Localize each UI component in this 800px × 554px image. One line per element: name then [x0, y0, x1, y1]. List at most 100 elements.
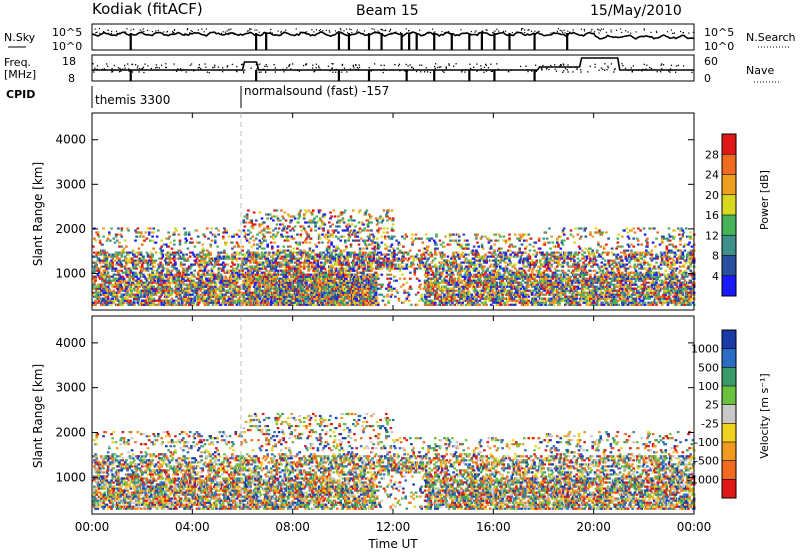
nsearch-point — [475, 30, 477, 32]
range-gate-cell — [175, 267, 178, 270]
range-gate-cell — [342, 255, 346, 258]
range-gate-cell — [118, 277, 121, 280]
range-gate-cell — [380, 235, 384, 238]
range-gate-cell — [174, 227, 177, 230]
range-gate-cell — [139, 271, 143, 274]
range-gate-cell — [299, 285, 303, 288]
nave-point — [485, 69, 487, 72]
nave-point — [659, 71, 662, 73]
nsearch-point — [434, 31, 436, 33]
range-gate-cell — [198, 293, 201, 296]
range-gate-cell — [114, 235, 118, 238]
range-gate-cell — [206, 289, 209, 292]
nave-point — [525, 65, 527, 67]
nsearch-point — [605, 31, 608, 33]
range-gate-cell — [301, 253, 305, 256]
range-gate-cell — [346, 257, 349, 260]
range-gate-cell — [364, 257, 368, 260]
nave-point — [368, 67, 370, 69]
range-gate-cell — [179, 281, 183, 284]
range-gate-cell — [177, 289, 181, 292]
nsky-drop — [408, 33, 411, 50]
range-gate-cell — [147, 285, 151, 288]
range-gate-cell — [282, 249, 285, 252]
freq-unit: [MHz] — [4, 68, 36, 81]
range-gate-cell — [192, 279, 195, 282]
range-gate-cell — [128, 279, 132, 282]
range-gate-cell — [321, 293, 324, 296]
nave-point — [656, 71, 658, 73]
range-gate-cell — [227, 295, 231, 298]
range-gate-cell — [188, 301, 192, 304]
range-gate-cell — [139, 251, 143, 254]
range-gate-cell — [284, 303, 288, 306]
range-gate-cell — [112, 237, 116, 240]
range-gate-cell — [196, 271, 200, 274]
nsearch-point — [116, 32, 118, 34]
nsearch-point — [635, 31, 637, 33]
range-gate-cell — [100, 271, 103, 274]
range-gate-cell — [367, 297, 371, 300]
range-gate-cell — [158, 301, 161, 304]
range-gate-cell — [317, 235, 321, 238]
nsearch-point — [328, 30, 330, 32]
range-gate-cell — [212, 265, 216, 268]
range-gate-cell — [371, 261, 374, 264]
range-gate-cell — [100, 297, 103, 300]
nsearch-point — [433, 32, 435, 34]
range-gate-cell — [247, 229, 250, 232]
range-gate-cell — [344, 239, 347, 242]
range-gate-cell — [356, 231, 360, 234]
range-gate-cell — [203, 235, 207, 238]
range-gate-cell — [357, 285, 361, 288]
range-gate-cell — [304, 257, 307, 260]
range-gate-cell — [209, 281, 212, 284]
range-gate-cell — [120, 265, 124, 268]
freq-drop — [493, 70, 496, 81]
nave-point — [572, 71, 574, 73]
range-gate-cell — [285, 259, 289, 262]
nave-point — [373, 63, 376, 65]
range-gate-cell — [258, 297, 262, 300]
range-gate-cell — [93, 283, 96, 286]
range-gate-cell — [314, 255, 317, 258]
range-gate-cell — [165, 261, 168, 264]
range-gate-cell — [210, 285, 214, 288]
range-gate-cell — [217, 301, 220, 304]
range-gate-cell — [244, 221, 248, 224]
range-gate-cell — [131, 271, 135, 274]
range-gate-cell — [272, 233, 275, 236]
range-gate-cell — [130, 251, 134, 254]
range-gate-cell — [147, 233, 151, 236]
range-gate-cell — [199, 289, 202, 292]
range-gate-cell — [330, 253, 333, 256]
nave-point — [274, 67, 277, 69]
nave-point — [421, 64, 423, 66]
range-gate-cell — [188, 277, 192, 280]
range-gate-cell — [186, 257, 190, 260]
range-gate-cell — [264, 295, 267, 298]
range-gate-cell — [100, 301, 103, 304]
range-gate-cell — [222, 269, 225, 272]
range-gate-cell — [266, 263, 269, 266]
range-gate-cell — [337, 301, 340, 304]
range-gate-cell — [115, 281, 119, 284]
range-gate-cell — [309, 277, 313, 280]
range-gate-cell — [223, 265, 226, 268]
range-gate-cell — [252, 293, 256, 296]
range-gate-cell — [288, 271, 291, 274]
range-gate-cell — [210, 257, 214, 260]
range-gate-cell — [224, 293, 227, 296]
range-gate-cell — [267, 287, 271, 290]
range-gate-cell — [305, 221, 308, 224]
range-gate-cell — [117, 303, 120, 306]
range-gate-cell — [289, 281, 292, 284]
range-gate-cell — [296, 243, 299, 246]
nsearch-point — [280, 31, 282, 33]
range-gate-cell — [282, 293, 285, 296]
range-gate-cell — [117, 283, 120, 286]
nave-point — [562, 63, 564, 65]
range-gate-cell — [281, 229, 284, 232]
range-gate-cell — [340, 279, 344, 282]
range-gate-cell — [269, 303, 273, 306]
